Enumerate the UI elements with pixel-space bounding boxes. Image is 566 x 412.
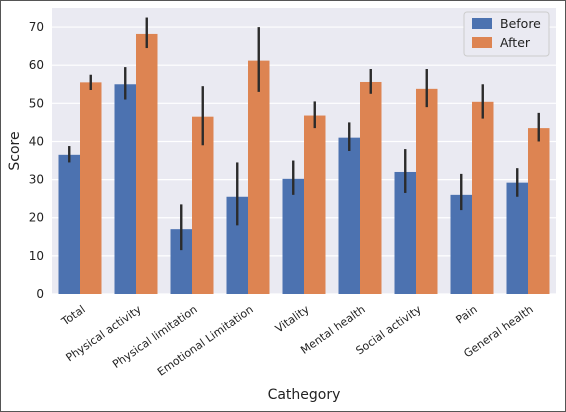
bar-before <box>58 154 80 294</box>
bar-before <box>394 171 416 294</box>
y-tick-label: 0 <box>36 287 44 301</box>
bar-after <box>80 82 102 294</box>
y-axis-label: Score <box>7 131 23 170</box>
y-tick-labels: 0 10 20 30 40 50 60 70 <box>29 20 44 301</box>
y-tick-label: 30 <box>29 173 44 187</box>
x-tick-label: Emotional Limitation <box>155 303 256 379</box>
x-tick-label: Pain <box>453 303 479 327</box>
bar-before <box>450 194 472 294</box>
bar-before <box>170 229 192 294</box>
y-tick-label: 60 <box>29 58 44 72</box>
y-tick-label: 40 <box>29 134 44 148</box>
bar-after <box>472 101 494 294</box>
x-tick-label: Total <box>58 303 87 329</box>
x-axis-label: Cathegory <box>268 387 341 403</box>
y-tick-label: 20 <box>29 211 44 225</box>
bar-after <box>360 81 382 294</box>
bar-after <box>248 60 270 295</box>
error-bars <box>68 17 540 251</box>
bars <box>58 33 550 295</box>
legend-label-after: After <box>500 35 531 50</box>
legend: Before After <box>463 11 550 57</box>
bar-before <box>506 182 528 294</box>
x-tick-label: Vitality <box>273 303 312 336</box>
y-tick-label: 10 <box>29 249 44 263</box>
y-tick-label: 70 <box>29 20 44 34</box>
legend-label-before: Before <box>500 16 541 31</box>
bar-after <box>528 128 550 294</box>
bar-before <box>282 178 304 294</box>
bar-after <box>136 33 158 295</box>
legend-swatch-after <box>472 37 492 48</box>
bar-after <box>416 88 438 294</box>
bar-before <box>226 196 248 294</box>
bar-after <box>304 115 326 294</box>
bar-before <box>338 137 360 294</box>
y-tick-label: 50 <box>29 96 44 110</box>
legend-swatch-before <box>472 18 492 29</box>
bar-before <box>114 84 136 295</box>
bar-after <box>192 116 214 295</box>
